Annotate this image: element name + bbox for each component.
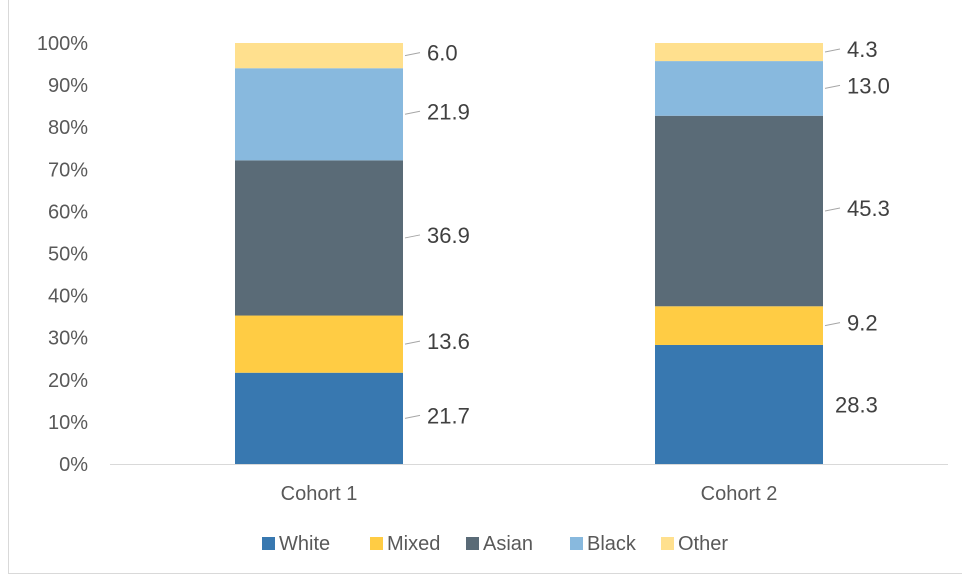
bar-segment-asian <box>655 115 823 307</box>
data-label: 21.7 <box>427 403 470 428</box>
bar-segment-other <box>235 43 403 69</box>
bar-segment-asian <box>235 160 403 316</box>
bar-segment-white <box>235 372 403 464</box>
data-label: 21.9 <box>427 99 470 124</box>
y-tick-label: 70% <box>48 159 88 181</box>
x-category-label: Cohort 2 <box>701 483 778 505</box>
legend-label-other: Other <box>678 533 728 555</box>
bar-segment-other <box>655 43 823 62</box>
legend-label-black: Black <box>587 533 637 555</box>
legend-swatch-black <box>570 537 583 550</box>
y-tick-label: 50% <box>48 244 88 266</box>
data-label: 28.3 <box>835 392 878 417</box>
bar-segment-mixed <box>235 315 403 373</box>
y-tick-label: 20% <box>48 370 88 392</box>
legend-label-mixed: Mixed <box>387 533 440 555</box>
leader-line <box>824 48 841 53</box>
leader-line <box>404 110 421 115</box>
data-label: 36.9 <box>427 223 470 248</box>
y-tick-label: 90% <box>48 75 88 97</box>
leader-line <box>824 207 841 212</box>
y-tick-label: 40% <box>48 286 88 308</box>
data-label: 9.2 <box>847 311 878 336</box>
leader-line <box>404 340 421 345</box>
legend-label-white: White <box>279 533 330 555</box>
y-tick-label: 0% <box>59 454 88 476</box>
leader-line <box>404 234 421 239</box>
y-tick-label: 60% <box>48 201 88 223</box>
y-tick-label: 10% <box>48 412 88 434</box>
data-label: 6.0 <box>427 41 458 66</box>
legend-swatch-mixed <box>370 537 383 550</box>
x-category-label: Cohort 1 <box>281 483 358 505</box>
y-tick-label: 100% <box>37 33 88 55</box>
legend-swatch-asian <box>466 537 479 550</box>
data-label: 13.6 <box>427 329 470 354</box>
legend-swatch-white <box>262 537 275 550</box>
data-label: 4.3 <box>847 37 878 62</box>
data-label: 45.3 <box>847 196 890 221</box>
bar-segment-white <box>655 344 823 464</box>
bar-segment-black <box>235 68 403 161</box>
data-label: 13.0 <box>847 73 890 98</box>
leader-line <box>404 414 421 419</box>
y-tick-label: 80% <box>48 117 88 139</box>
leader-line <box>824 84 841 89</box>
y-tick-label: 30% <box>48 328 88 350</box>
bar-segment-black <box>655 61 823 116</box>
legend-label-asian: Asian <box>483 533 533 555</box>
leader-line <box>824 322 841 327</box>
leader-line <box>404 52 421 57</box>
bar-segment-mixed <box>655 306 823 345</box>
legend-swatch-other <box>661 537 674 550</box>
